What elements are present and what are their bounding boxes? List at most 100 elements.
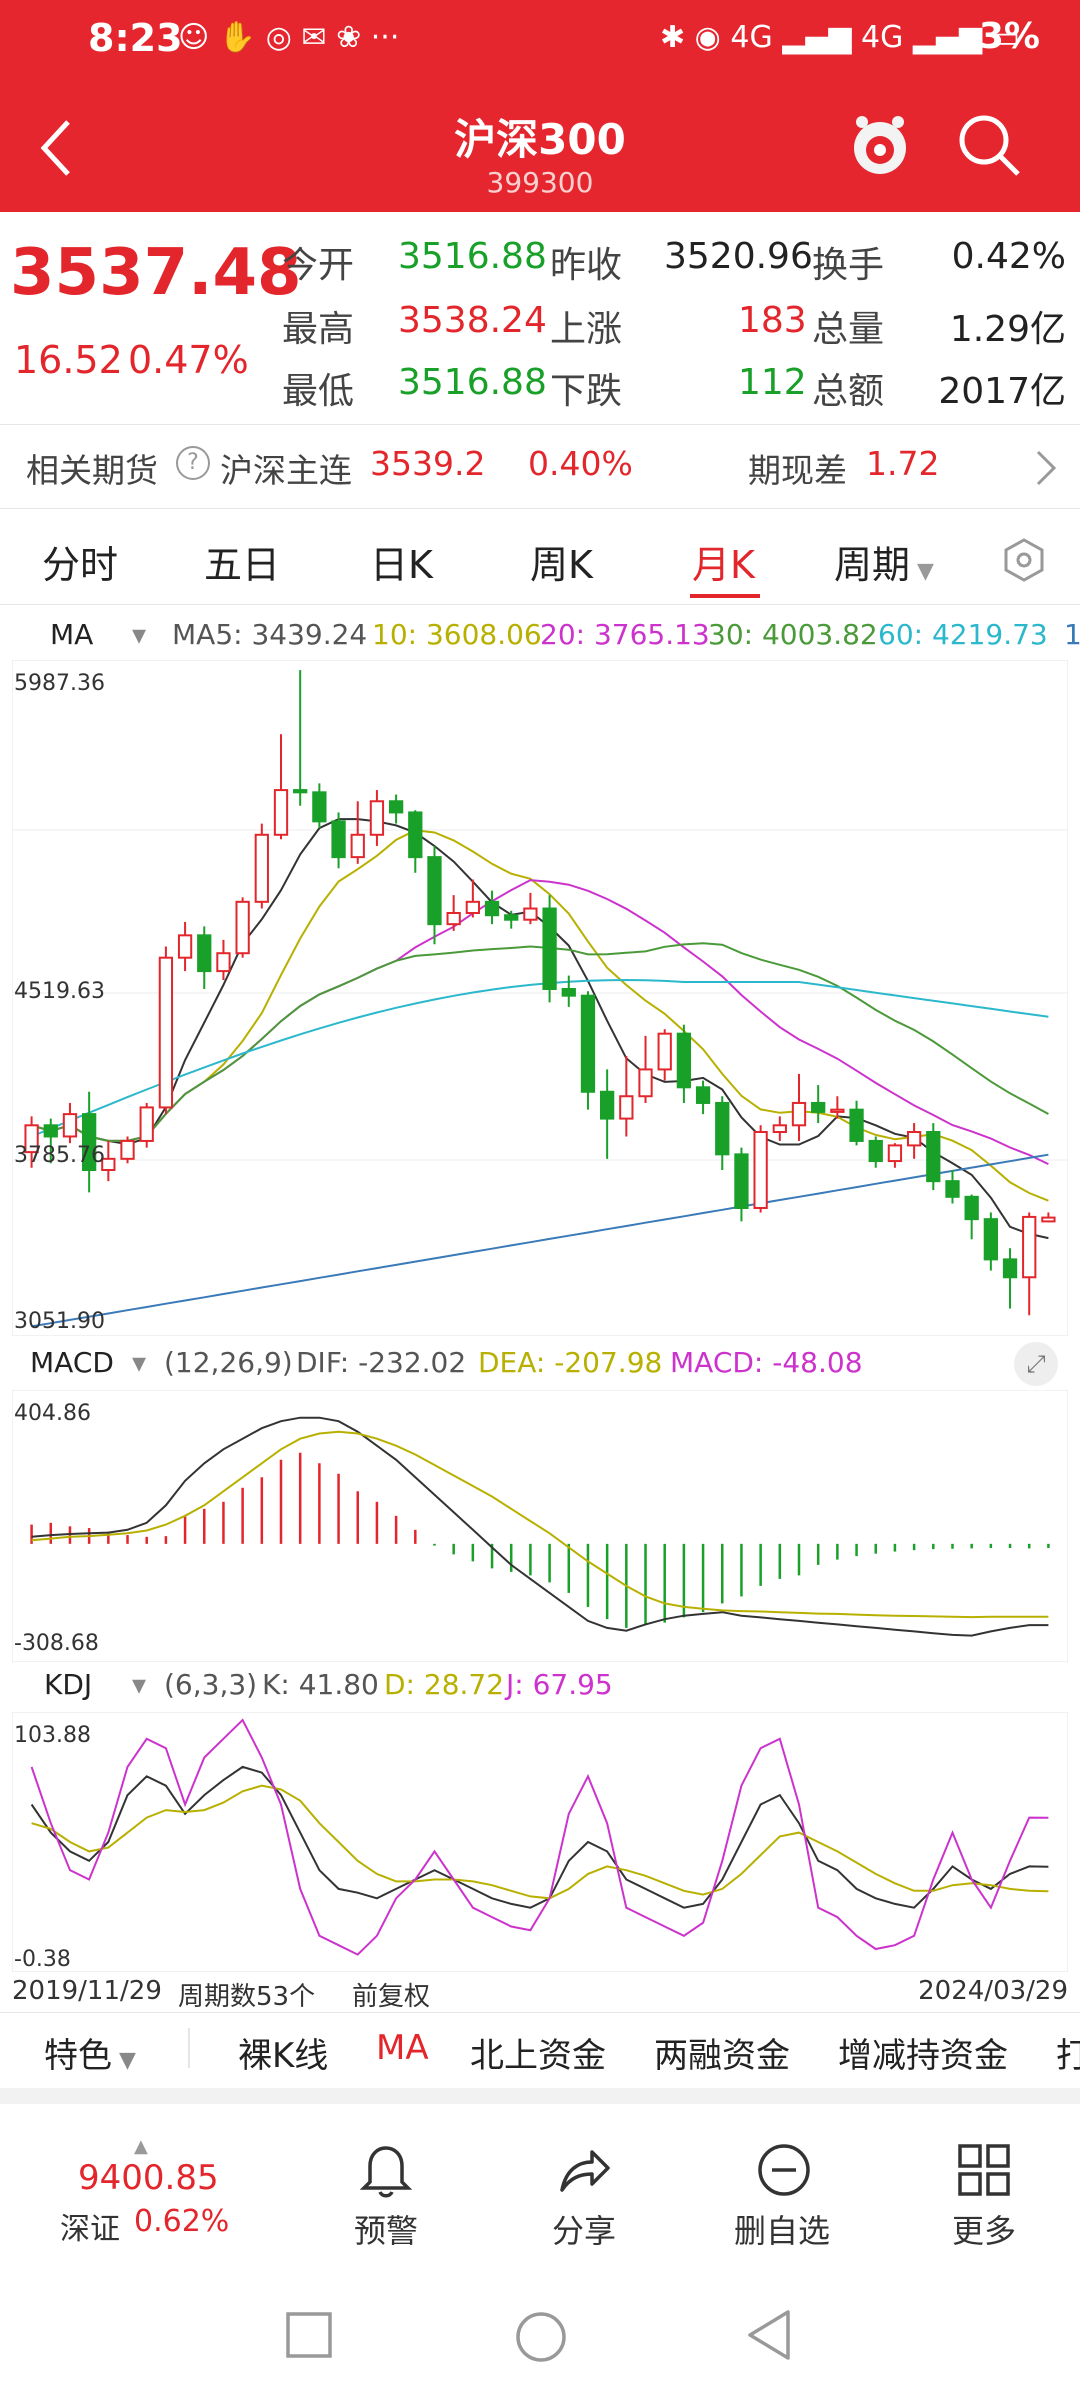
settings-hexagon-icon[interactable] [1000,536,1048,584]
dropdown-caret-icon[interactable]: ▾ [132,618,147,651]
tab-intraday[interactable]: 分时 [42,543,119,587]
mascot-icon[interactable] [848,110,912,178]
more-button[interactable]: 更多 [924,2142,1044,2252]
candle [388,800,404,814]
ma120-value: 1 [1064,618,1080,651]
ma10-value: 10: 3608.06 [372,618,542,651]
candle [849,1108,864,1142]
dropdown-caret-icon[interactable]: ▾ [132,1668,147,1701]
battery-percent: 3% [978,16,1040,57]
macd-selector[interactable]: MACD [30,1346,114,1379]
adjust-mode[interactable]: 前复权 [352,1982,431,2012]
dropdown-caret-icon[interactable]: ▾ [132,1346,147,1379]
tab-margin[interactable]: 两融资金 [654,2036,790,2076]
candle [331,820,346,859]
search-icon[interactable] [956,112,1022,178]
share-label: 分享 [552,2212,617,2250]
macd-chart[interactable]: 404.86 -308.68 [12,1390,1068,1662]
candle [273,789,289,836]
candle [983,1218,998,1261]
ma-selector[interactable]: MA [50,618,94,651]
volume-value: 1.29亿 [949,309,1066,350]
candle [657,1032,672,1071]
open-value: 3516.88 [398,236,547,277]
tab-five-day[interactable]: 五日 [204,543,281,587]
tab-period[interactable]: 周期 ▼ [834,543,934,587]
tab-feature[interactable]: 特色 ▼ [44,2036,136,2076]
share-button[interactable]: 分享 [524,2142,644,2252]
tab-more-indicator[interactable]: 打 [1056,2036,1080,2076]
candle [254,833,269,903]
macd-lines [31,1416,1049,1637]
home-icon[interactable] [514,2310,568,2364]
stock-code: 399300 [486,166,594,199]
signal-icons: ✱ ◉ 4G ▂▄▆ 4G ▂▄▆ ▭ [660,20,1021,55]
notification-icons: ☺ ✋ ◎ ✉ ❀ ··· [178,20,400,55]
price-axis-max: 5987.36 [14,671,105,696]
expand-icon[interactable]: ⤢ [1014,1342,1058,1386]
share-arrow-icon [560,2150,610,2192]
back-arrow-icon[interactable] [36,118,76,178]
turnover-value: 0.42% [951,236,1066,277]
candle [715,1101,730,1156]
dea-line [31,1430,1049,1619]
ma5-value: MA5: 3439.24 [172,618,368,651]
ma120-line [31,1153,1049,1328]
price-axis-mid: 4519.63 [14,979,105,1004]
candle [868,1139,883,1163]
candle [791,1101,807,1127]
tab-daily-k[interactable]: 日K [370,543,433,587]
recent-apps-icon[interactable] [284,2310,334,2360]
index-ticker[interactable]: ▲ 9400.85 深证 0.62% [20,2106,270,2256]
candle [101,1157,116,1171]
tab-ma[interactable]: MA [376,2028,429,2068]
price-change-pct: 0.47% [128,338,249,382]
candle [177,934,193,959]
candle [523,907,538,921]
tab-northbound[interactable]: 北上资金 [470,2036,606,2076]
candle [753,1131,768,1209]
candles [24,670,1056,1316]
status-time: 8:23 [88,16,183,60]
tab-shareholding[interactable]: 增减持资金 [838,2036,1008,2076]
candle [139,1106,154,1142]
candle [619,1095,634,1120]
candle [235,900,250,955]
chevron-right-icon[interactable] [1034,448,1058,488]
candle [580,994,596,1093]
macd-dif: DIF: -232.02 [296,1346,467,1379]
divider [0,2012,1080,2013]
candle [120,1139,135,1160]
system-nav-bar [0,2280,1080,2400]
back-icon[interactable] [744,2308,794,2362]
candle [158,956,174,1109]
candle [197,934,212,973]
kdj-selector[interactable]: KDJ [44,1668,93,1701]
low-label: 最低 [282,371,355,412]
help-icon[interactable]: ? [176,446,210,480]
candlestick-chart[interactable]: 5987.36 4519.63 3785.76 3051.90 [12,660,1068,1336]
tab-weekly-k[interactable]: 周K [530,543,593,587]
caret-up-icon: ▲ [134,2136,148,2157]
remove-watchlist-button[interactable]: 删自选 [718,2142,848,2252]
kdj-chart[interactable]: 103.88 -0.38 [12,1712,1068,1972]
futures-pct: 0.40% [528,444,633,483]
tab-naked-k[interactable]: 裸K线 [238,2036,329,2076]
futures-row[interactable]: 相关期货 ? 沪深主连 3539.2 0.40% 期现差 1.72 [0,426,1080,506]
candle [1022,1215,1037,1279]
ma30-value: 30: 4003.82 [708,618,878,651]
candle [926,1131,941,1183]
alert-button[interactable]: 预警 [326,2142,446,2252]
ma60-value: 60: 4219.73 [878,618,1048,651]
open-label: 今开 [282,245,355,286]
divider [188,2028,190,2068]
candle [24,1124,39,1154]
bottom-action-bar: ▲ 9400.85 深证 0.62% 预警 分享 删自选 更多 [0,2106,1080,2256]
kdj-k: K: 41.80 [262,1668,379,1701]
index-pct: 0.62% [134,2204,230,2239]
candle [427,856,442,926]
up-count: 183 [738,300,807,341]
tab-monthly-k[interactable]: 月K [692,543,755,587]
grid-icon [958,2144,1010,2196]
divider [0,2088,1080,2104]
